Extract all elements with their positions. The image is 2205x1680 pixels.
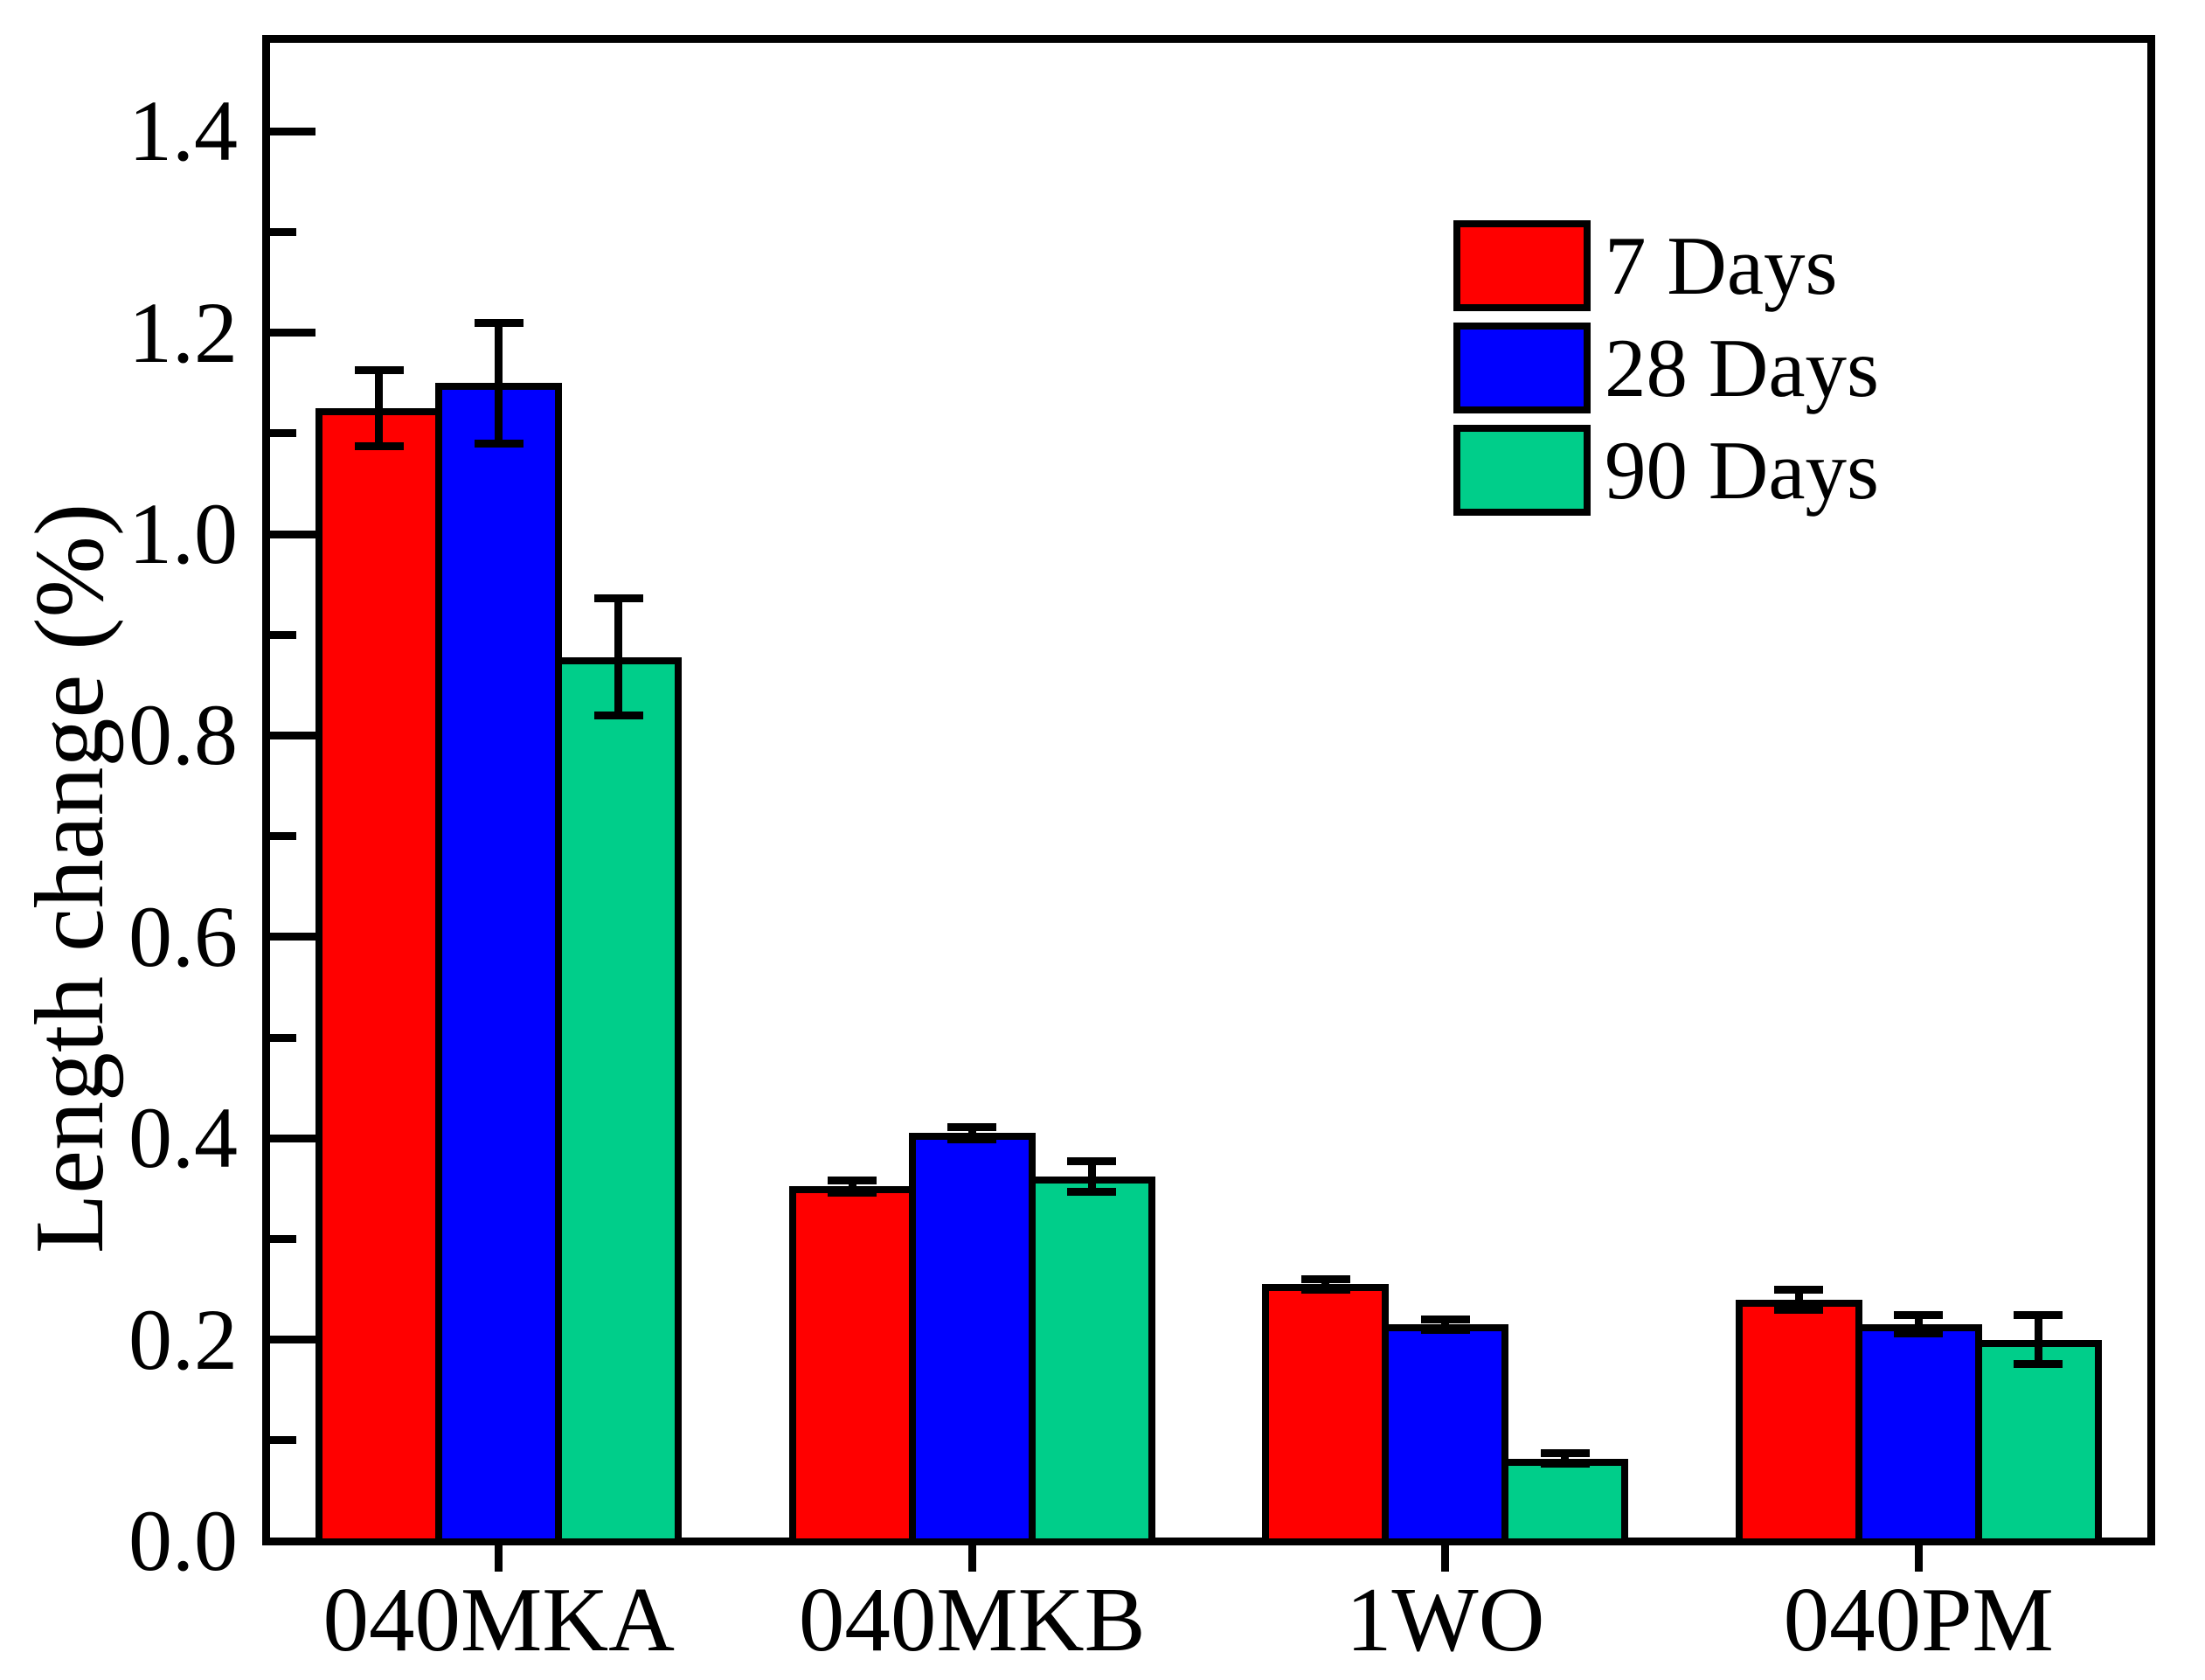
error-bar [1321, 1279, 1330, 1289]
y-tick-label: 0.6 [128, 887, 238, 985]
error-bar [375, 370, 384, 447]
y-minor-tick [270, 1033, 296, 1042]
y-major-tick [270, 1336, 315, 1344]
bar-040PM-90-days [1974, 1339, 2102, 1545]
y-minor-tick [270, 832, 296, 841]
bar-040MKB-90-days [1028, 1176, 1155, 1545]
y-tick-label: 0.4 [128, 1089, 238, 1187]
error-bar-cap-bottom [947, 1135, 997, 1143]
x-category-label: 1WO [1346, 1568, 1545, 1670]
y-tick-label: 1.4 [128, 82, 238, 180]
legend-label: 7 Days [1605, 219, 1838, 312]
legend-label: 28 Days [1605, 322, 1879, 414]
y-major-tick [270, 530, 315, 538]
y-minor-tick [270, 630, 296, 639]
y-minor-tick [270, 1234, 296, 1243]
y-major-tick [270, 731, 315, 739]
error-bar-cap-top [1420, 1316, 1470, 1324]
bar-1WO-7-days [1262, 1284, 1390, 1545]
x-category-label: 040MKA [322, 1568, 676, 1670]
error-bar [1914, 1315, 1923, 1334]
error-bar [2034, 1315, 2042, 1364]
error-bar [967, 1127, 976, 1140]
error-bar-cap-bottom [1774, 1305, 1824, 1314]
legend-label: 90 Days [1605, 424, 1879, 517]
error-bar-cap-top [828, 1177, 877, 1185]
error-bar [1561, 1453, 1570, 1464]
x-category-label: 040MKB [798, 1568, 1146, 1670]
x-category-label: 040PM [1783, 1568, 2054, 1670]
error-bar-cap-top [2014, 1311, 2063, 1320]
y-major-tick [270, 127, 315, 135]
bar-040MKB-28-days [908, 1133, 1036, 1545]
error-bar [1087, 1161, 1096, 1192]
error-bar [1441, 1319, 1450, 1330]
bar-040MKB-7-days [788, 1186, 916, 1545]
bar-040MKA-7-days [315, 408, 443, 1545]
error-bar-cap-bottom [1300, 1285, 1350, 1294]
error-bar-cap-top [1540, 1449, 1590, 1458]
bar-040MKA-28-days [435, 383, 563, 1545]
y-minor-tick [270, 429, 296, 438]
error-bar-cap-top [1300, 1274, 1350, 1283]
error-bar-cap-top [474, 318, 524, 327]
error-bar-cap-bottom [2014, 1359, 2063, 1368]
y-minor-tick [270, 227, 296, 236]
error-bar-cap-top [593, 594, 643, 603]
error-bar-cap-top [1894, 1311, 1944, 1320]
error-bar-cap-bottom [1894, 1329, 1944, 1338]
bar-040PM-7-days [1735, 1299, 1862, 1545]
bar-1WO-90-days [1501, 1458, 1629, 1545]
error-bar [495, 323, 503, 444]
x-tick [1914, 1545, 1923, 1572]
y-tick-label: 1.0 [128, 485, 238, 582]
y-major-tick [270, 1134, 315, 1142]
error-bar-cap-top [1774, 1285, 1824, 1294]
error-bar-cap-top [1067, 1157, 1117, 1166]
error-bar-cap-bottom [474, 439, 524, 448]
x-tick [1441, 1545, 1450, 1572]
legend-swatch [1453, 220, 1591, 311]
y-tick-label: 1.2 [128, 283, 238, 381]
error-bar [614, 598, 623, 716]
error-bar [1794, 1289, 1803, 1310]
bar-1WO-28-days [1382, 1324, 1509, 1545]
error-bar-cap-bottom [828, 1188, 877, 1197]
plot-area [262, 35, 2155, 1545]
bar-040PM-28-days [1855, 1324, 1982, 1545]
y-tick-label: 0.8 [128, 686, 238, 784]
x-tick [495, 1545, 503, 1572]
x-tick [967, 1545, 976, 1572]
bar-040MKA-90-days [555, 656, 683, 1545]
error-bar [848, 1180, 856, 1193]
y-major-tick [270, 933, 315, 941]
y-tick-label: 0.2 [128, 1290, 238, 1388]
y-tick-label: 0.0 [128, 1492, 238, 1589]
error-bar-cap-bottom [1067, 1187, 1117, 1196]
y-minor-tick [270, 1436, 296, 1445]
error-bar-cap-bottom [1420, 1325, 1470, 1334]
error-bar-cap-top [354, 365, 404, 374]
error-bar-cap-top [947, 1123, 997, 1132]
error-bar-cap-bottom [1540, 1459, 1590, 1468]
legend-swatch [1453, 425, 1591, 516]
error-bar-cap-bottom [593, 711, 643, 719]
error-bar-cap-bottom [354, 442, 404, 451]
legend-swatch [1453, 323, 1591, 413]
y-major-tick [270, 329, 315, 337]
